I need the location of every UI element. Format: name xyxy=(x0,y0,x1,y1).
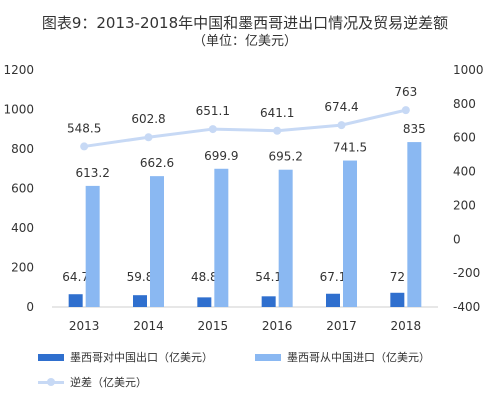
label-export-2016: 54.1 xyxy=(255,270,282,284)
legend-item-import: 墨西哥从中国进口（亿美元） xyxy=(255,349,430,365)
y-right-tick-2: 0 xyxy=(453,232,461,246)
y-right-tick-3: 200 xyxy=(453,198,476,212)
point-deficit-2013 xyxy=(80,142,89,151)
bar-export-2014 xyxy=(133,295,147,307)
label-export-2014: 59.8 xyxy=(127,270,154,284)
point-deficit-2015 xyxy=(208,125,217,134)
deficit-line xyxy=(83,108,407,148)
legend-swatch-import xyxy=(255,353,281,361)
bar-import-2017 xyxy=(343,160,357,307)
x-tick-2014: 2014 xyxy=(133,319,164,333)
label-import-2018: 835 xyxy=(403,122,426,136)
bar-export-2016 xyxy=(261,296,276,307)
point-deficit-2018 xyxy=(401,106,410,115)
bar-import-2018 xyxy=(407,142,422,307)
x-tick-2015: 2015 xyxy=(198,319,229,333)
x-tick-2017: 2017 xyxy=(326,319,357,333)
x-tick-2013: 2013 xyxy=(69,319,100,333)
bar-import-2014 xyxy=(150,176,164,307)
label-import-2015: 699.9 xyxy=(204,149,238,163)
y-right-tick-1: -200 xyxy=(453,266,480,280)
y-left-tick-4: 800 xyxy=(11,142,34,156)
x-tick-2016: 2016 xyxy=(262,319,293,333)
label-deficit-2014: 602.8 xyxy=(131,112,165,126)
chart-title: 图表9：2013-2018年中国和墨西哥进出口情况及贸易逆差额 xyxy=(41,14,449,32)
y-left-tick-5: 1000 xyxy=(3,103,34,117)
y-left-tick-0: 0 xyxy=(26,300,34,314)
y-right-tick-0: -400 xyxy=(453,300,480,314)
y-left-tick-2: 400 xyxy=(11,221,34,235)
legend-label-export: 墨西哥对中国出口（亿美元） xyxy=(70,351,213,364)
bar-import-2013 xyxy=(85,185,100,307)
bar-export-2017 xyxy=(326,293,340,307)
label-import-2016: 695.2 xyxy=(268,150,302,164)
label-deficit-2013: 548.5 xyxy=(67,121,101,135)
label-import-2017: 741.5 xyxy=(333,141,367,155)
point-deficit-2016 xyxy=(273,126,282,135)
label-export-2015: 48.8 xyxy=(191,270,218,284)
bar-export-2013 xyxy=(68,294,83,307)
legend-swatch-export xyxy=(38,353,64,361)
label-import-2014: 662.6 xyxy=(140,156,174,170)
label-export-2013: 64.7 xyxy=(62,270,89,284)
legend-label-import: 墨西哥从中国进口（亿美元） xyxy=(287,351,430,364)
label-deficit-2017: 674.4 xyxy=(324,100,358,114)
point-deficit-2014 xyxy=(144,133,153,142)
y-right-tick-7: 1000 xyxy=(453,63,484,77)
bar-import-2015 xyxy=(214,168,229,307)
bar-export-2015 xyxy=(197,297,212,307)
y-right-tick-5: 600 xyxy=(453,131,476,145)
label-deficit-2018: 763 xyxy=(394,85,417,99)
legend-label-deficit: 逆差（亿美元） xyxy=(70,376,147,389)
legend-item-export: 墨西哥对中国出口（亿美元） xyxy=(38,349,213,365)
legend-swatch-deficit xyxy=(38,377,64,387)
x-tick-2018: 2018 xyxy=(391,319,422,333)
label-deficit-2016: 641.1 xyxy=(260,106,294,120)
bar-export-2018 xyxy=(390,292,405,307)
chart-subtitle: （单位：亿美元） xyxy=(192,34,297,49)
legend-item-deficit: 逆差（亿美元） xyxy=(38,374,147,390)
point-deficit-2017 xyxy=(337,121,346,130)
label-deficit-2015: 651.1 xyxy=(196,104,230,118)
label-export-2017: 67.1 xyxy=(320,270,347,284)
y-left-tick-3: 600 xyxy=(11,182,34,196)
bar-import-2016 xyxy=(278,169,293,307)
y-left-tick-1: 200 xyxy=(11,261,34,275)
label-export-2018: 72 xyxy=(390,270,405,284)
y-left-tick-6: 1200 xyxy=(3,63,34,77)
y-right-tick-6: 800 xyxy=(453,97,476,111)
label-import-2013: 613.2 xyxy=(75,166,109,180)
y-right-tick-4: 400 xyxy=(453,165,476,179)
